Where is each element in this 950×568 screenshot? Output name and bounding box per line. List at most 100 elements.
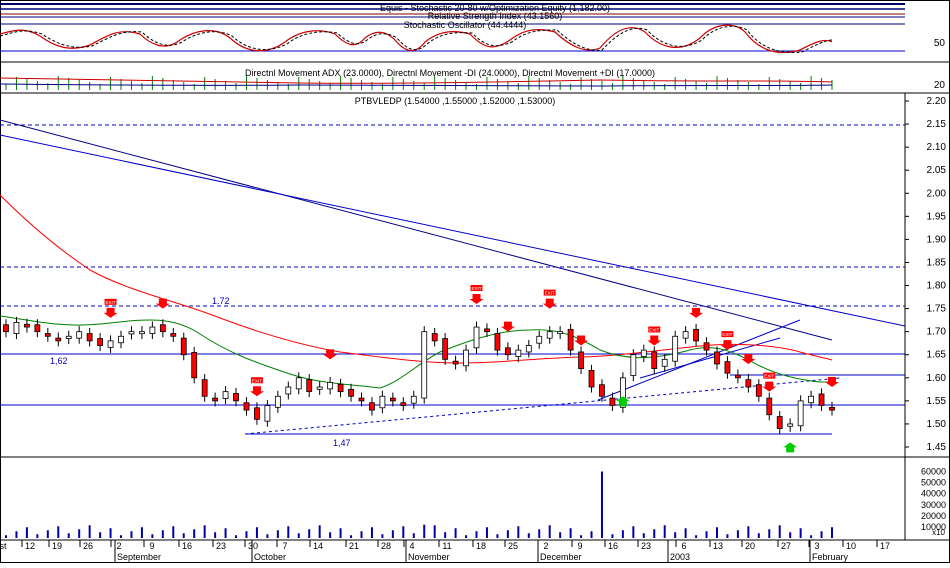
candle[interactable] [107, 340, 114, 348]
candle[interactable] [274, 395, 281, 408]
candle[interactable] [295, 377, 302, 390]
candle[interactable] [442, 338, 449, 360]
candle[interactable] [818, 393, 825, 406]
date-tick: 28 [381, 541, 391, 551]
candle[interactable] [693, 328, 699, 342]
price-axis-tick: 1.70 [927, 327, 947, 338]
candle[interactable] [159, 324, 166, 333]
date-tick: 20 [745, 541, 755, 551]
candle[interactable] [128, 331, 135, 335]
candle[interactable] [285, 386, 292, 395]
candle[interactable] [494, 333, 501, 351]
date-tick: 17 [880, 541, 890, 551]
candle[interactable] [525, 345, 532, 353]
candle[interactable] [515, 349, 522, 357]
candle[interactable] [13, 322, 20, 334]
candle[interactable] [619, 377, 626, 408]
candle[interactable] [86, 333, 93, 342]
candle[interactable] [651, 351, 658, 369]
candle[interactable] [808, 395, 814, 404]
candle[interactable] [463, 349, 469, 367]
candle[interactable] [44, 333, 51, 337]
candle[interactable] [327, 382, 334, 390]
candle[interactable] [776, 416, 783, 429]
month-label: September [117, 552, 161, 562]
candle[interactable] [306, 379, 313, 393]
candle[interactable] [703, 342, 710, 351]
candle[interactable] [233, 393, 239, 402]
price-axis-tick: 1.85 [927, 257, 947, 268]
candle[interactable] [661, 358, 668, 367]
candle[interactable] [536, 335, 543, 344]
dmi-axis-tick: 20 [934, 80, 946, 91]
stochastic-panel[interactable]: Equis - Stochastic 20-80 w/Optimization … [0, 3, 945, 54]
candle[interactable] [170, 333, 177, 337]
candle[interactable] [766, 397, 773, 416]
candle[interactable] [609, 397, 616, 406]
candle[interactable] [316, 386, 323, 390]
candle[interactable] [640, 349, 647, 357]
candle[interactable] [264, 405, 271, 422]
candle[interactable] [191, 352, 198, 379]
candle[interactable] [473, 326, 480, 349]
candle[interactable] [431, 333, 438, 342]
candle[interactable] [745, 379, 752, 388]
month-label: October [254, 552, 286, 562]
candle[interactable] [243, 402, 250, 411]
candle[interactable] [557, 331, 564, 335]
candle[interactable] [410, 395, 417, 404]
price-axis-tick: 1.80 [927, 281, 947, 292]
candle[interactable] [337, 383, 344, 393]
candle[interactable] [755, 384, 762, 397]
price-panel[interactable]: PTBVLEDP (1.54000 ,1.55000 ,1.52000 ,1.5… [0, 96, 946, 453]
candle[interactable] [829, 406, 835, 411]
candle[interactable] [3, 324, 9, 333]
candle[interactable] [149, 326, 156, 334]
candle[interactable] [24, 323, 30, 328]
date-tick: 13 [713, 541, 723, 551]
candle[interactable] [369, 402, 375, 411]
dmi-panel[interactable]: Directnl Movement ADX (23.0000), Directn… [0, 68, 945, 91]
candle[interactable] [180, 337, 187, 356]
candle[interactable] [97, 338, 104, 346]
candle[interactable] [504, 347, 511, 356]
candle[interactable] [672, 335, 679, 362]
candle[interactable] [65, 335, 72, 339]
candle[interactable] [55, 337, 62, 342]
candle[interactable] [118, 335, 124, 344]
candle[interactable] [714, 351, 720, 365]
candle[interactable] [212, 397, 219, 402]
price-axis-tick: 2.05 [927, 165, 947, 176]
volume-unit: x10 [932, 528, 945, 537]
candle[interactable] [484, 328, 490, 333]
candle[interactable] [797, 400, 804, 427]
candle[interactable] [358, 397, 365, 402]
candle[interactable] [400, 402, 407, 406]
candle[interactable] [139, 331, 145, 335]
date-tick: 9 [149, 541, 154, 551]
candle[interactable] [34, 324, 41, 333]
candle[interactable] [588, 370, 595, 388]
candle[interactable] [201, 379, 208, 397]
candle[interactable] [630, 354, 637, 376]
candle[interactable] [682, 331, 689, 339]
candle[interactable] [567, 328, 574, 351]
candle[interactable] [389, 397, 396, 402]
candle[interactable] [76, 331, 83, 339]
candle[interactable] [452, 360, 459, 365]
candle[interactable] [379, 395, 386, 409]
candle[interactable] [734, 374, 741, 379]
candle[interactable] [787, 423, 794, 427]
candle[interactable] [254, 407, 260, 420]
candle[interactable] [599, 384, 605, 397]
candle[interactable] [348, 388, 354, 397]
exit-tag [543, 289, 556, 296]
candle[interactable] [724, 361, 731, 374]
volume-axis-tick: 30000 [921, 500, 946, 510]
candle[interactable] [546, 331, 553, 339]
candle[interactable] [222, 391, 229, 399]
price-axis-tick: 1.65 [927, 350, 947, 361]
candle[interactable] [578, 351, 584, 369]
candle[interactable] [421, 331, 428, 399]
